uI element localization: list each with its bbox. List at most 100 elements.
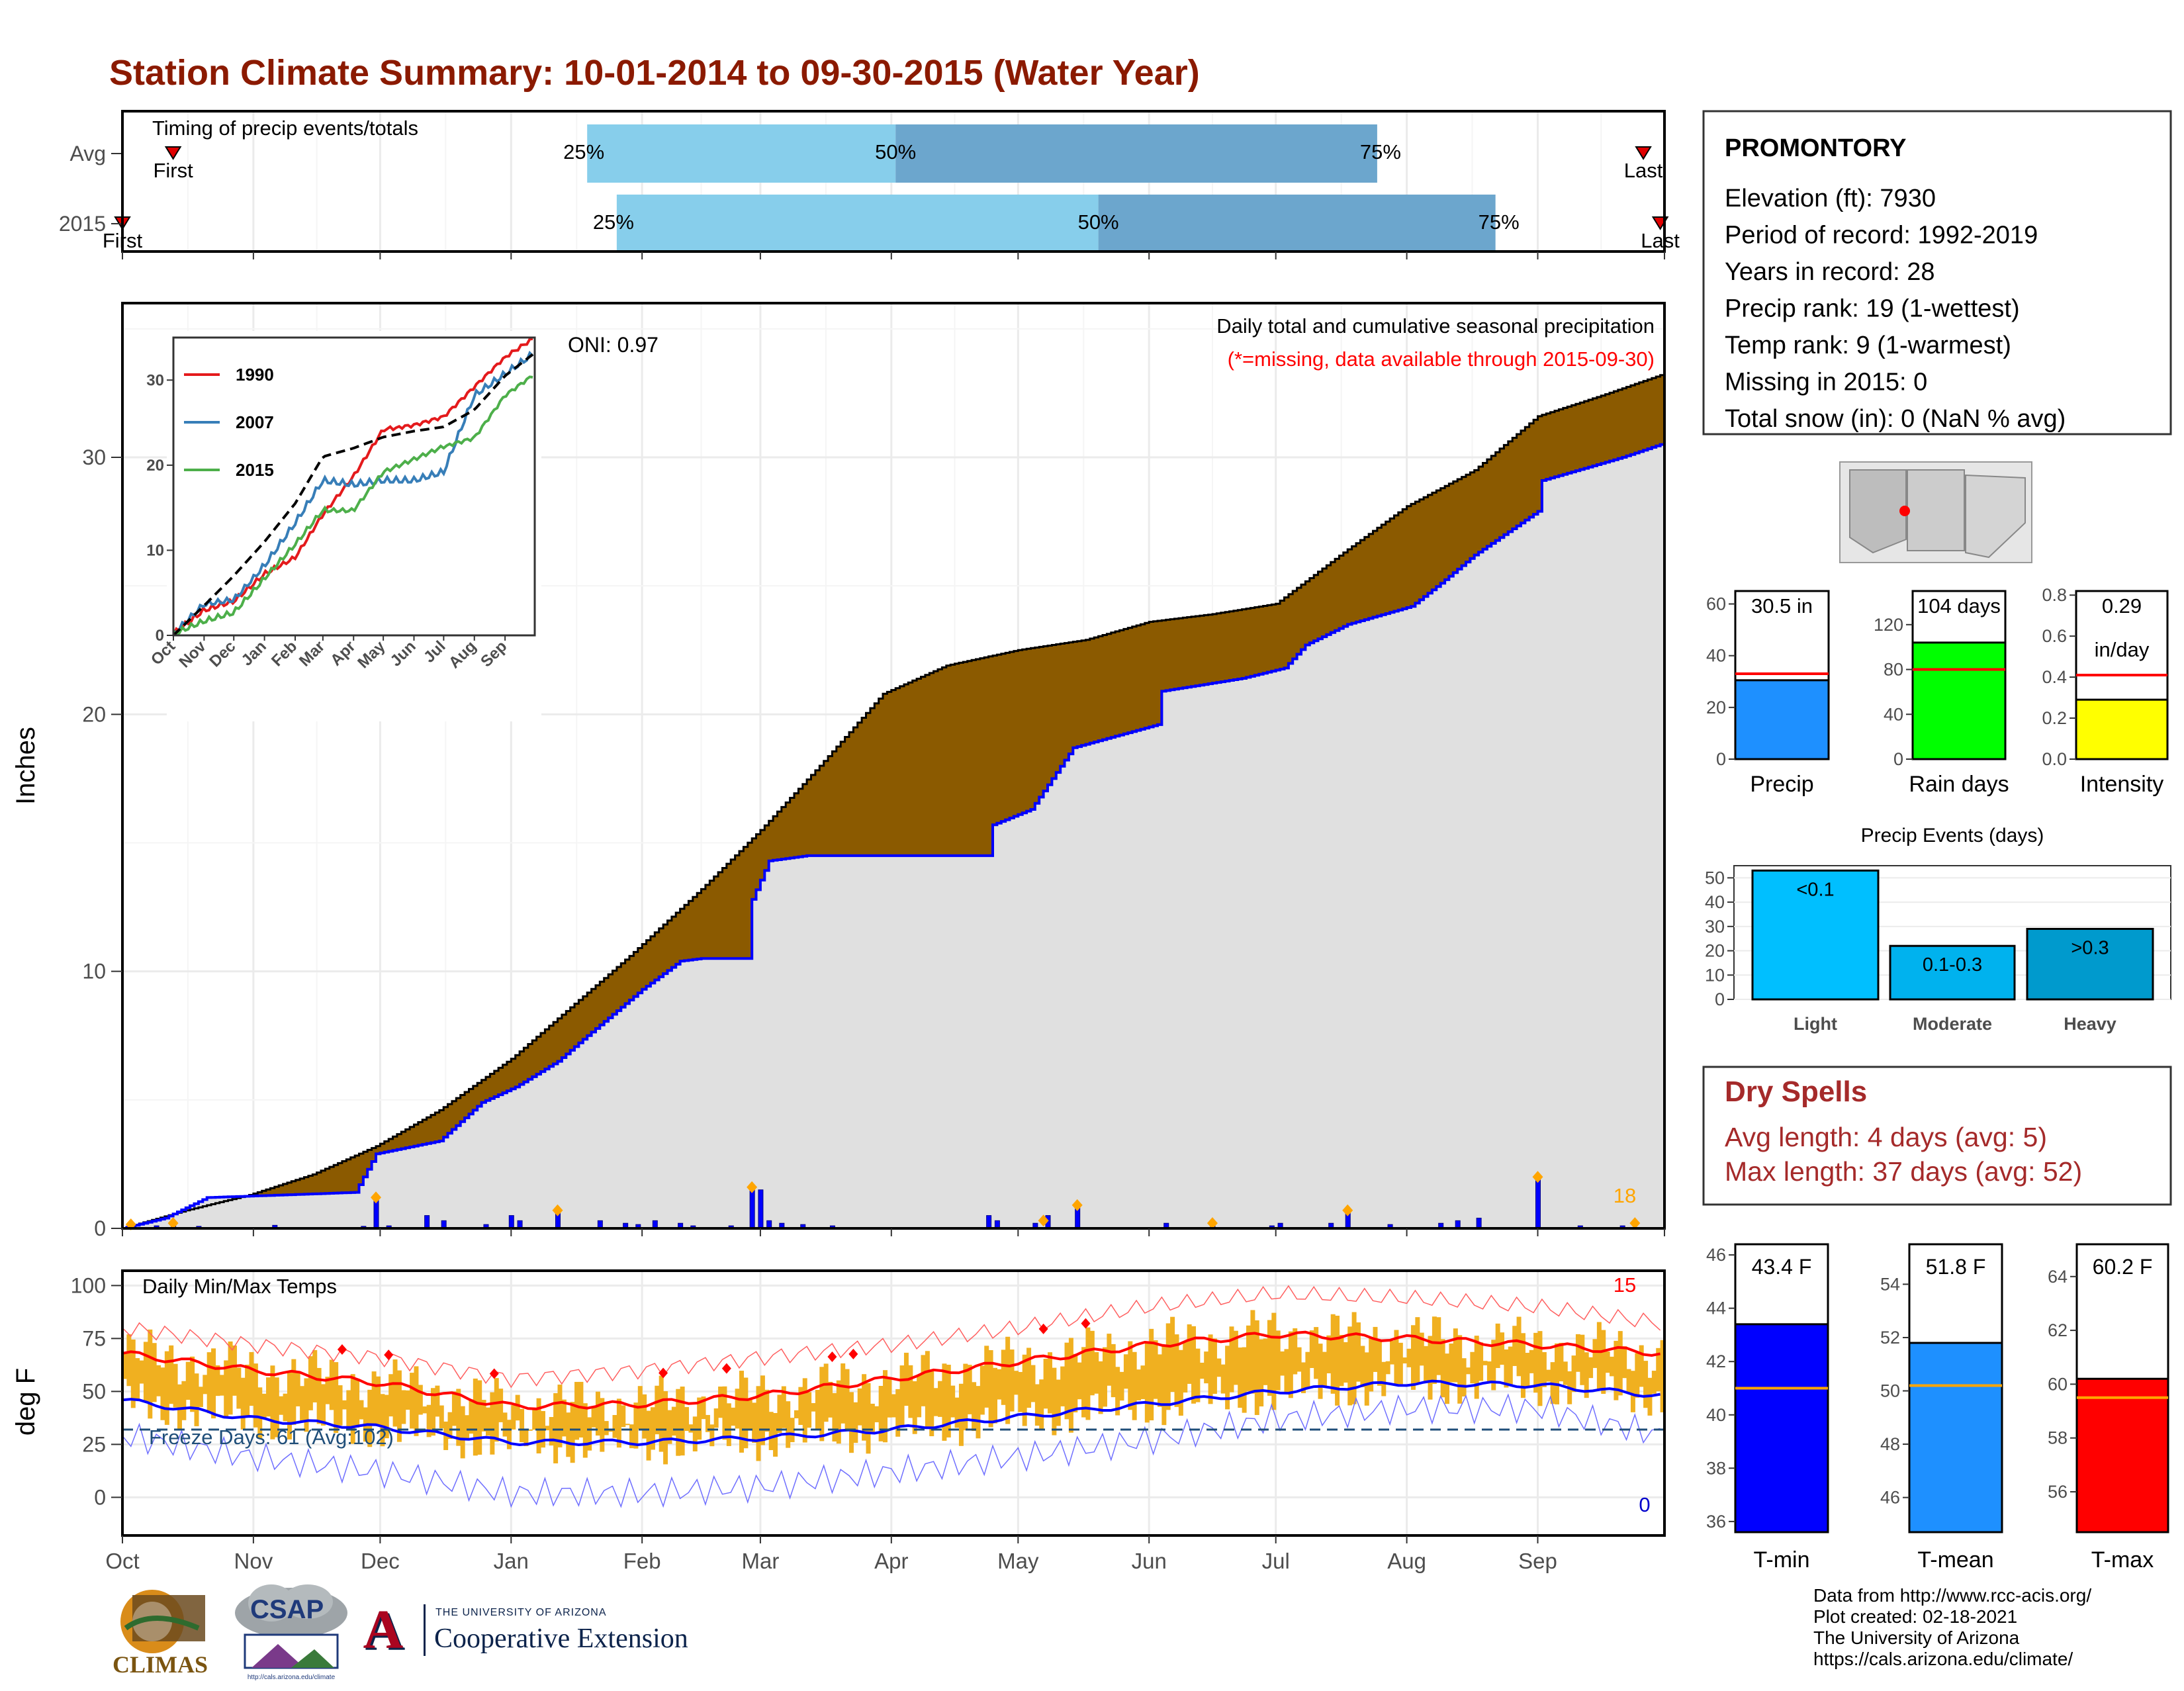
daily-temp-bar xyxy=(1144,1342,1150,1423)
daily-temp-bar xyxy=(405,1390,410,1410)
summary-ytick-label: 0.2 xyxy=(2042,708,2067,728)
month-label: Dec xyxy=(361,1549,400,1573)
daily-temp-bar xyxy=(321,1384,326,1426)
daily-temp-bar xyxy=(1351,1312,1357,1404)
temp-summary-ytick-label: 60 xyxy=(2048,1374,2068,1394)
daily-temp-bar xyxy=(169,1345,174,1404)
daily-precip-bar xyxy=(749,1189,755,1229)
daily-temp-bar xyxy=(1453,1328,1458,1383)
daily-temp-bar xyxy=(460,1406,465,1459)
inset-ytick-label: 30 xyxy=(146,371,164,389)
daily-temp-bar xyxy=(899,1365,905,1427)
daily-temp-bar xyxy=(604,1421,609,1436)
inset-avg-line xyxy=(172,353,534,637)
summary-ytick-label: 60 xyxy=(1706,594,1726,614)
daily-temp-bar xyxy=(722,1386,727,1440)
inset-ytick-label: 0 xyxy=(156,627,164,645)
daily-temp-bar xyxy=(1486,1361,1492,1383)
daily-temp-bar xyxy=(629,1424,635,1449)
daily-temp-bar xyxy=(895,1389,901,1437)
summary-ytick-label: 0.4 xyxy=(2042,667,2067,687)
daily-temp-bar xyxy=(1161,1346,1167,1426)
daily-temp-bar xyxy=(388,1374,394,1417)
daily-temp-bar xyxy=(608,1430,614,1432)
month-label: Sep xyxy=(1518,1549,1557,1573)
events-ytick-label: 50 xyxy=(1705,868,1725,888)
oni-label: ONI: 0.97 xyxy=(568,333,659,357)
daily-temp-bar xyxy=(709,1424,715,1447)
daily-temp-bar xyxy=(1322,1351,1327,1387)
summary-ytick-label: 0.0 xyxy=(2042,749,2067,769)
temp-ytick-label: 0 xyxy=(94,1485,106,1509)
daily-temp-bar xyxy=(984,1346,989,1408)
daily-temp-bar xyxy=(1275,1330,1281,1391)
record-high-marker-icon xyxy=(659,1367,668,1379)
daily-temp-bar xyxy=(1504,1349,1509,1388)
temp-summary-bar xyxy=(1908,1342,2003,1533)
avg-cumulative-line xyxy=(122,374,1664,1230)
freeze-days-label: Freeze Days: 61 (Avg:102) xyxy=(149,1426,394,1449)
daily-temp-bar xyxy=(308,1356,313,1410)
daily-temp-bar xyxy=(1529,1349,1534,1373)
daily-precip-bar xyxy=(758,1189,764,1229)
heavy-event-marker-icon xyxy=(1071,1199,1083,1211)
ua-logo: A THE UNIVERSITY OF ARIZONA Cooperative … xyxy=(357,1602,754,1674)
daily-temp-bar xyxy=(1410,1325,1416,1390)
daily-temp-bar xyxy=(338,1385,343,1426)
daily-temp-bar xyxy=(988,1349,993,1428)
daily-temp-bar xyxy=(1165,1323,1171,1410)
daily-temp-bar xyxy=(143,1342,148,1402)
footer-line: https://cals.arizona.edu/climate/ xyxy=(1813,1649,2073,1669)
summary-bar-name: Intensity xyxy=(2080,772,2164,797)
climas-logo: CLIMAS xyxy=(106,1582,218,1688)
temp-summary-ytick-label: 40 xyxy=(1706,1405,1726,1425)
daily-temp-bar xyxy=(164,1351,169,1425)
ua-big-text: Cooperative Extension xyxy=(434,1623,688,1654)
daily-temp-bar xyxy=(346,1390,351,1427)
temp-summary-ytick-label: 50 xyxy=(1880,1381,1900,1401)
daily-temp-bar xyxy=(701,1396,706,1420)
temp-summary-value-label: 51.8 F xyxy=(1926,1255,1986,1279)
temp-top-count: 15 xyxy=(1614,1273,1636,1297)
timing-p50-label: 50% xyxy=(1078,210,1119,234)
daily-temp-bar xyxy=(612,1415,617,1438)
daily-temp-bar xyxy=(1056,1379,1061,1426)
daily-temp-bar xyxy=(798,1387,803,1425)
daily-temp-bar xyxy=(1630,1371,1635,1412)
daily-temp-bar xyxy=(380,1394,385,1447)
extreme-count-label: 18 xyxy=(1614,1184,1636,1207)
daily-temp-bar xyxy=(312,1349,318,1402)
heavy-event-marker-icon xyxy=(167,1217,179,1230)
daily-temp-bar xyxy=(1385,1361,1390,1375)
daily-temp-bar xyxy=(1136,1369,1142,1400)
daily-temp-bar xyxy=(731,1407,736,1426)
inset-ytick-label: 10 xyxy=(146,541,164,559)
daily-temp-bar xyxy=(181,1381,187,1420)
ua-small-text: THE UNIVERSITY OF ARIZONA xyxy=(435,1607,607,1618)
daily-temp-bar xyxy=(1064,1342,1069,1420)
daily-temp-bar xyxy=(1457,1335,1463,1404)
daily-temp-bar xyxy=(1284,1349,1289,1394)
daily-temp-bar xyxy=(1541,1351,1547,1387)
daily-temp-bar xyxy=(1449,1343,1454,1383)
temp-summary-name: T-max xyxy=(2091,1547,2154,1573)
temp-panel-label: Daily Min/Max Temps xyxy=(142,1275,337,1298)
temp-panel-border xyxy=(121,1269,1666,1537)
timing-row-label: 2015 xyxy=(59,212,106,236)
heavy-event-marker-icon xyxy=(371,1191,382,1204)
daily-temp-bar xyxy=(1461,1358,1467,1396)
daily-temp-bar xyxy=(1318,1344,1323,1399)
daily-temp-bar xyxy=(570,1402,575,1463)
daily-temp-bar xyxy=(1537,1331,1543,1406)
month-label: Mar xyxy=(741,1549,779,1573)
summary-ytick-label: 20 xyxy=(1706,698,1726,717)
daily-temp-bar xyxy=(1250,1310,1255,1394)
daily-temp-bar xyxy=(1128,1341,1133,1410)
daily-temp-bar xyxy=(523,1430,529,1447)
temp-summary-bar xyxy=(1734,1323,1829,1533)
daily-temp-bar xyxy=(811,1402,816,1412)
main-ytick-label: 10 xyxy=(82,960,106,983)
daily-temp-bar xyxy=(1119,1371,1124,1401)
daily-temp-bar xyxy=(190,1356,195,1412)
